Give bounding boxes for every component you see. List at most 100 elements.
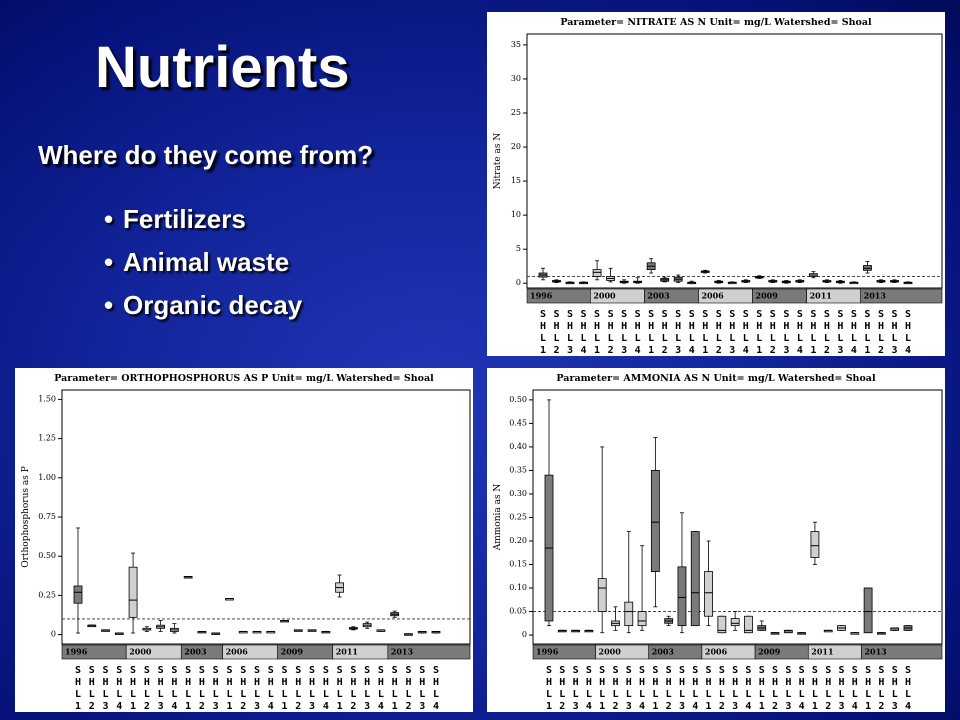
box [650, 470, 660, 572]
x-tick-label: SHL3 [673, 309, 684, 356]
x-tick-label: SHL3 [623, 665, 634, 712]
year-band [860, 288, 943, 304]
box [863, 587, 873, 634]
x-tick-label: SHL4 [903, 665, 914, 712]
y-tick-label: 20 [511, 142, 521, 151]
x-tick-label: SHL2 [821, 309, 832, 356]
x-tick-label: SHL3 [100, 665, 111, 712]
y-tick-label: 0 [516, 278, 521, 287]
plot-frame [61, 389, 471, 645]
y-tick-label: 0.25 [38, 590, 56, 599]
y-tick-label: 0.10 [509, 583, 527, 592]
x-tick-label: SHL2 [238, 665, 249, 712]
x-tick-label: SHL4 [794, 309, 805, 356]
y-tick-label: 1.00 [38, 473, 56, 482]
chart-panel: Parameter= NITRATE AS N Unit= mg/L Water… [487, 12, 945, 356]
x-tick-label: SHL3 [889, 309, 900, 356]
x-tick-label: SHL4 [169, 665, 180, 712]
x-tick-label: SHL4 [690, 665, 701, 712]
y-tick-label: 0.35 [509, 465, 527, 474]
y-tick-label: 35 [511, 40, 521, 49]
x-tick-label: SHL2 [551, 309, 562, 356]
y-tick-label: 0 [51, 630, 56, 639]
x-tick-label: SHL2 [605, 309, 616, 356]
x-tick-label: SHL1 [224, 665, 235, 712]
x-tick-label: SHL4 [375, 665, 386, 712]
y-tick-label: 0.20 [509, 536, 527, 545]
x-tick-label: SHL1 [389, 665, 400, 712]
y-tick-label: 0 [522, 630, 527, 639]
year-label: 2006 [701, 291, 724, 301]
x-tick-label: SHL1 [183, 665, 194, 712]
year-label: 2000 [593, 291, 616, 301]
year-label: 2013 [391, 647, 414, 657]
year-label: 2003 [652, 647, 675, 657]
chart-title: Parameter= NITRATE AS N Unit= mg/L Water… [560, 17, 872, 28]
year-band [387, 644, 471, 660]
slide-title: Nutrients [95, 35, 350, 100]
x-tick-label: SHL1 [700, 309, 711, 356]
x-tick-label: SHL4 [686, 309, 697, 356]
x-tick-label: SHL2 [876, 665, 887, 712]
bullet: Fertilizers [104, 198, 302, 241]
year-label: 2013 [864, 647, 887, 657]
x-tick-label: SHL3 [417, 665, 428, 712]
bullet-list: Fertilizers Animal waste Organic decay [104, 198, 302, 327]
box [810, 531, 820, 558]
x-tick-label: SHL4 [796, 665, 807, 712]
x-tick-label: SHL1 [73, 665, 84, 712]
y-tick-label: 1.50 [38, 394, 56, 403]
plot-frame [532, 389, 943, 645]
x-tick-label: SHL3 [155, 665, 166, 712]
box [730, 618, 740, 627]
y-tick-label: 0.15 [509, 560, 527, 569]
y-tick-label: 15 [511, 176, 521, 185]
x-tick-label: SHL4 [578, 309, 589, 356]
year-label: 2013 [864, 291, 887, 301]
year-label: 2011 [811, 647, 833, 657]
x-tick-label: SHL4 [903, 309, 914, 356]
y-tick-label: 0.50 [509, 395, 527, 404]
year-label: 2009 [758, 647, 781, 657]
year-label: 2009 [281, 647, 304, 657]
x-tick-label: SHL2 [713, 309, 724, 356]
y-tick-label: 30 [511, 74, 521, 83]
year-label: 2003 [184, 647, 207, 657]
y-tick-label: 0.05 [509, 607, 527, 616]
x-tick-label: SHL2 [659, 309, 670, 356]
x-tick-label: SHL2 [716, 665, 727, 712]
year-label: 2000 [129, 647, 152, 657]
y-tick-label: 0.45 [509, 418, 527, 427]
x-tick-label: SHL3 [252, 665, 263, 712]
x-tick-label: SHL4 [265, 665, 276, 712]
box [677, 566, 687, 627]
x-tick-label: SHL1 [703, 665, 714, 712]
year-label: 2011 [336, 647, 358, 657]
x-tick-label: SHL2 [557, 665, 568, 712]
x-tick-label: SHL2 [770, 665, 781, 712]
year-label: 2006 [705, 647, 728, 657]
x-tick-label: SHL3 [362, 665, 373, 712]
year-label: 1996 [65, 647, 88, 657]
x-tick-label: SHL4 [848, 309, 859, 356]
x-tick-label: SHL1 [756, 665, 767, 712]
chart-panel: Parameter= AMMONIA AS N Unit= mg/L Water… [487, 368, 945, 712]
x-tick-label: SHL1 [862, 309, 873, 356]
y-tick-label: 10 [511, 210, 521, 219]
x-tick-label: SHL2 [767, 309, 778, 356]
y-tick-label: 5 [516, 244, 521, 253]
year-label: 2000 [599, 647, 622, 657]
x-tick-label: SHL3 [836, 665, 847, 712]
x-tick-label: SHL2 [348, 665, 359, 712]
bullet: Organic decay [104, 284, 302, 327]
x-tick-label: SHL3 [835, 309, 846, 356]
x-tick-label: SHL1 [279, 665, 290, 712]
x-tick-label: SHL3 [727, 309, 738, 356]
x-tick-label: SHL2 [875, 309, 886, 356]
year-label: 1996 [530, 291, 553, 301]
y-axis-label: Orthophosphorus as P [21, 466, 31, 568]
chart-title: Parameter= AMMONIA AS N Unit= mg/L Water… [556, 373, 876, 384]
x-tick-label: SHL1 [334, 665, 345, 712]
y-tick-label: 0.75 [38, 512, 56, 521]
x-tick-label: SHL1 [808, 309, 819, 356]
